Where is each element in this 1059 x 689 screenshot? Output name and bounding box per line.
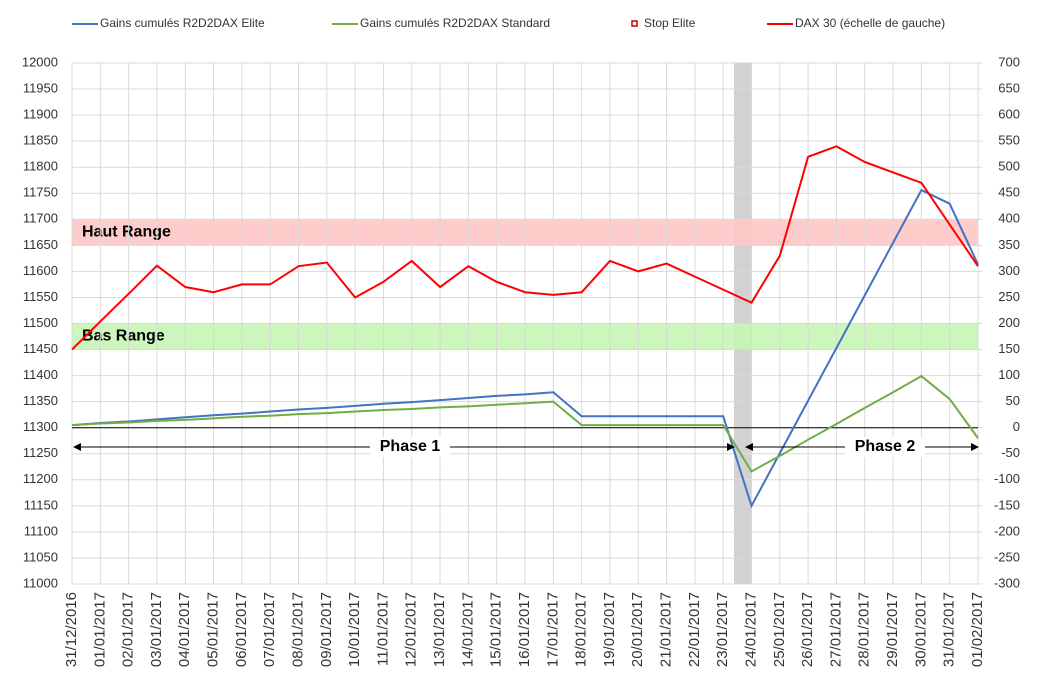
legend-swatch (631, 20, 638, 27)
x-tick-label: 02/01/2017 (120, 592, 137, 667)
x-tick-label: 06/01/2017 (233, 592, 250, 667)
x-tick-label: 19/01/2017 (601, 592, 618, 667)
y2-tick-label: 50 (1006, 393, 1020, 408)
y2-tick-label: -200 (994, 523, 1020, 538)
phase-label: Phase 1 (380, 438, 441, 455)
y2-tick-label: 450 (998, 185, 1020, 200)
x-tick-label: 18/01/2017 (573, 592, 590, 667)
x-tick-label: 20/01/2017 (629, 592, 646, 667)
phase-label: Phase 2 (855, 438, 916, 455)
y-tick-label: 11200 (23, 471, 58, 486)
y-tick-label: 12000 (22, 54, 58, 69)
y2-tick-label: 400 (998, 211, 1020, 226)
x-tick-label: 03/01/2017 (148, 592, 165, 667)
x-tick-label: 26/01/2017 (799, 592, 816, 667)
legend-label: Gains cumulés R2D2DAX Standard (360, 16, 550, 30)
y-tick-label: 11600 (23, 263, 58, 278)
x-tick-label: 25/01/2017 (771, 592, 788, 667)
y-tick-label: 11300 (23, 419, 58, 434)
x-tick-label: 31/01/2017 (941, 592, 958, 667)
legend-label: Stop Elite (644, 16, 696, 30)
y-tick-label: 11350 (23, 393, 58, 408)
y-tick-label: 11400 (23, 367, 58, 382)
x-tick-label: 05/01/2017 (205, 592, 222, 667)
y2-tick-label: 550 (998, 133, 1020, 148)
phase-bg (370, 437, 450, 457)
y2-tick-label: 350 (998, 237, 1020, 252)
x-tick-label: 27/01/2017 (827, 592, 844, 667)
y-tick-label: 11000 (23, 575, 58, 590)
y2-tick-label: 100 (998, 367, 1020, 382)
y2-tick-label: 500 (998, 159, 1020, 174)
y2-tick-label: -250 (994, 549, 1020, 564)
x-tick-label: 01/01/2017 (91, 592, 108, 667)
x-tick-label: 15/01/2017 (488, 592, 505, 667)
x-tick-label: 08/01/2017 (289, 592, 306, 667)
y2-tick-label: 700 (998, 54, 1020, 69)
x-tick-label: 16/01/2017 (516, 592, 533, 667)
x-tick-label: 11/01/2017 (374, 592, 391, 666)
band-label: Bas Range (82, 328, 165, 345)
y-tick-label: 11250 (23, 445, 58, 460)
x-tick-label: 21/01/2017 (658, 592, 675, 667)
series-line (71, 188, 979, 509)
y-tick-label: 11450 (23, 341, 58, 356)
y2-tick-label: -300 (994, 575, 1020, 590)
x-tick-label: 10/01/2017 (346, 592, 363, 667)
y2-tick-label: 150 (998, 341, 1020, 356)
x-tick-label: 09/01/2017 (318, 592, 335, 667)
y2-tick-label: 650 (998, 80, 1020, 95)
legend-label: DAX 30 (échelle de gauche) (795, 16, 945, 30)
x-tick-label: 07/01/2017 (261, 592, 278, 667)
series-line (71, 374, 979, 473)
x-tick-label: 14/01/2017 (459, 592, 476, 667)
x-tick-label: 30/01/2017 (912, 592, 929, 667)
x-tick-label: 29/01/2017 (884, 592, 901, 667)
x-tick-label: 24/01/2017 (742, 592, 759, 667)
x-tick-label: 31/12/2016 (63, 592, 80, 667)
y-tick-label: 11550 (23, 289, 58, 304)
legend-label: Gains cumulés R2D2DAX Elite (100, 16, 265, 30)
y-tick-label: 11950 (23, 80, 58, 95)
y-tick-label: 11700 (23, 211, 58, 226)
x-tick-label: 12/01/2017 (403, 592, 420, 667)
x-tick-label: 04/01/2017 (176, 592, 193, 667)
band-label: Haut Range (82, 224, 171, 241)
y2-tick-label: 0 (1013, 419, 1020, 434)
phase-bg (845, 437, 925, 457)
x-tick-label: 22/01/2017 (686, 592, 703, 667)
y2-tick-label: 300 (998, 263, 1020, 278)
series-line (71, 145, 979, 351)
y-tick-label: 11100 (24, 523, 58, 538)
y2-tick-label: -100 (994, 471, 1020, 486)
y2-tick-label: 250 (998, 289, 1020, 304)
y-tick-label: 11050 (23, 549, 58, 564)
y-tick-label: 11500 (23, 315, 58, 330)
y-tick-label: 11150 (24, 497, 58, 512)
y-tick-label: 11650 (23, 237, 58, 252)
y2-tick-label: 200 (998, 315, 1020, 330)
y2-tick-label: -150 (994, 497, 1020, 512)
x-tick-label: 01/02/2017 (969, 592, 986, 667)
y-tick-label: 11900 (23, 107, 58, 122)
x-tick-label: 13/01/2017 (431, 592, 448, 667)
y-tick-label: 11750 (23, 185, 58, 200)
y-tick-label: 11850 (23, 133, 58, 148)
x-tick-label: 17/01/2017 (544, 592, 561, 667)
x-tick-label: 28/01/2017 (856, 592, 873, 667)
y2-tick-label: 600 (998, 107, 1020, 122)
y-tick-label: 11800 (23, 159, 58, 174)
x-tick-label: 23/01/2017 (714, 592, 731, 667)
y2-tick-label: -50 (1001, 445, 1020, 460)
